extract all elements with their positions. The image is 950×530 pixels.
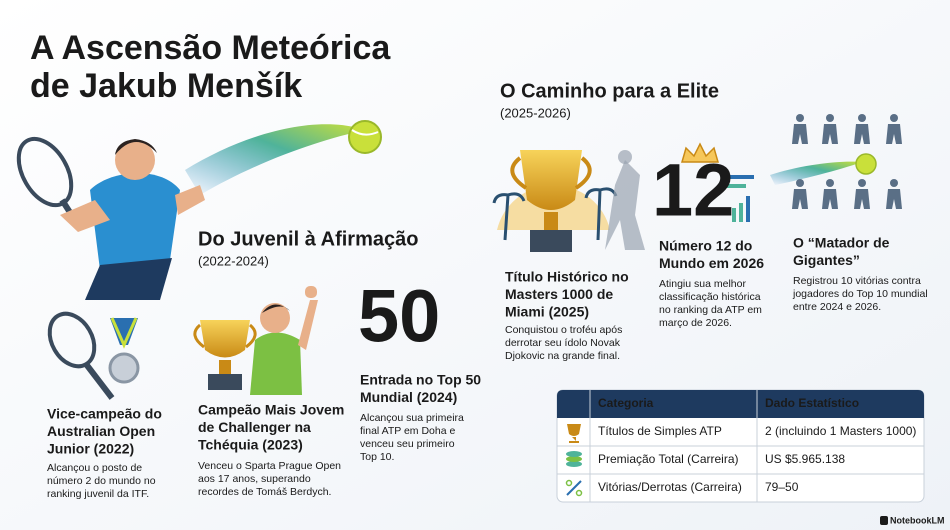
item-heading: Masters 1000 de <box>505 286 613 302</box>
item-text: ranking juvenil da ITF. <box>47 488 149 500</box>
item-text: Alcançou sua primeira <box>360 412 464 424</box>
table-cell: Vitórias/Derrotas (Carreira) <box>598 480 742 494</box>
table-header: Dado Estatístico <box>765 396 859 410</box>
table-cell: US $5.965.138 <box>765 452 845 466</box>
item-text: Venceu o Sparta Prague Open <box>198 460 341 472</box>
giant-killer-icon <box>770 114 902 209</box>
item-text: derrotar seu ídolo Novak <box>505 337 621 349</box>
item-text: março de 2026. <box>659 317 732 329</box>
item-heading: Miami (2025) <box>505 304 589 320</box>
item-heading: Mundo em 2026 <box>659 255 764 271</box>
ranking-crown-icon <box>681 142 754 222</box>
figure-head <box>890 179 898 187</box>
figure-body <box>792 124 808 144</box>
figure-head <box>890 114 898 122</box>
figure-body <box>792 189 808 209</box>
figure-head <box>796 114 804 122</box>
racket-medal-icon <box>47 311 140 400</box>
footer-brand: NotebookLM <box>890 515 945 525</box>
figure-body <box>822 189 838 209</box>
item-heading: O “Matador de <box>793 235 890 251</box>
item-text: recordes de Tomáš Berdych. <box>198 486 331 498</box>
section-period: (2025-2026) <box>500 105 571 120</box>
figure-head <box>826 179 834 187</box>
figure-body <box>822 124 838 144</box>
item-heading: Junior (2022) <box>47 441 134 457</box>
table-cell: Premiação Total (Carreira) <box>598 452 739 466</box>
section-title: Do Juvenil à Afirmação <box>198 228 418 250</box>
player-illustration <box>16 120 382 300</box>
stats-table <box>556 389 925 503</box>
figure-body <box>886 189 902 209</box>
trophy-palms-icon <box>492 150 645 252</box>
main-title: A Ascensão Meteórica <box>30 29 391 67</box>
footer-logo <box>880 516 888 525</box>
figure-head <box>826 114 834 122</box>
item-text: no ranking da ATP em <box>659 304 762 316</box>
item-heading: Número 12 do <box>659 238 752 254</box>
main-title: de Jakub Menšík <box>30 67 302 105</box>
item-heading: Australian Open <box>47 423 155 439</box>
item-text: aos 17 anos, superando <box>198 473 311 485</box>
figure-body <box>886 124 902 144</box>
trophy-player-icon <box>193 286 318 395</box>
table-cell: Títulos de Simples ATP <box>598 424 722 438</box>
item-text: Top 10. <box>360 451 394 463</box>
section-title: O Caminho para a Elite <box>500 80 719 102</box>
item-text: número 2 do mundo no <box>47 475 156 487</box>
item-text: Conquistou o troféu após <box>505 324 622 336</box>
item-heading: Gigantes” <box>793 252 860 268</box>
item-heading: Entrada no Top 50 <box>360 372 481 388</box>
item-heading: Título Histórico no <box>505 269 629 285</box>
figure-body <box>854 124 870 144</box>
item-text: Atingiu sua melhor <box>659 278 746 290</box>
table-header: Categoria <box>598 396 654 410</box>
item-text: Djokovic na grande final. <box>505 350 620 362</box>
section-period: (2022-2024) <box>198 253 269 268</box>
item-text: Alcançou o posto de <box>47 462 142 474</box>
item-heading: Tchéquia (2023) <box>198 437 303 453</box>
figure-head <box>796 179 804 187</box>
item-heading: Mundial (2024) <box>360 389 457 405</box>
big-number: 50 <box>358 275 440 358</box>
figure-head <box>858 179 866 187</box>
figure-body <box>854 189 870 209</box>
item-text: final ATP em Doha e <box>360 425 455 437</box>
figure-head <box>858 114 866 122</box>
item-text: jogadores do Top 10 mundial <box>792 288 928 300</box>
item-heading: de Challenger na <box>198 419 311 435</box>
table-cell: 79–50 <box>765 480 799 494</box>
item-heading: Vice-campeão do <box>47 406 162 422</box>
item-text: venceu seu primeiro <box>360 438 455 450</box>
big-number: 12 <box>652 149 734 232</box>
item-text: entre 2024 e 2026. <box>793 301 881 313</box>
item-text: classificação histórica <box>659 291 761 303</box>
item-text: Registrou 10 vitórias contra <box>793 275 921 287</box>
table-cell: 2 (incluindo 1 Masters 1000) <box>765 424 916 438</box>
item-heading: Campeão Mais Jovem <box>198 402 344 418</box>
